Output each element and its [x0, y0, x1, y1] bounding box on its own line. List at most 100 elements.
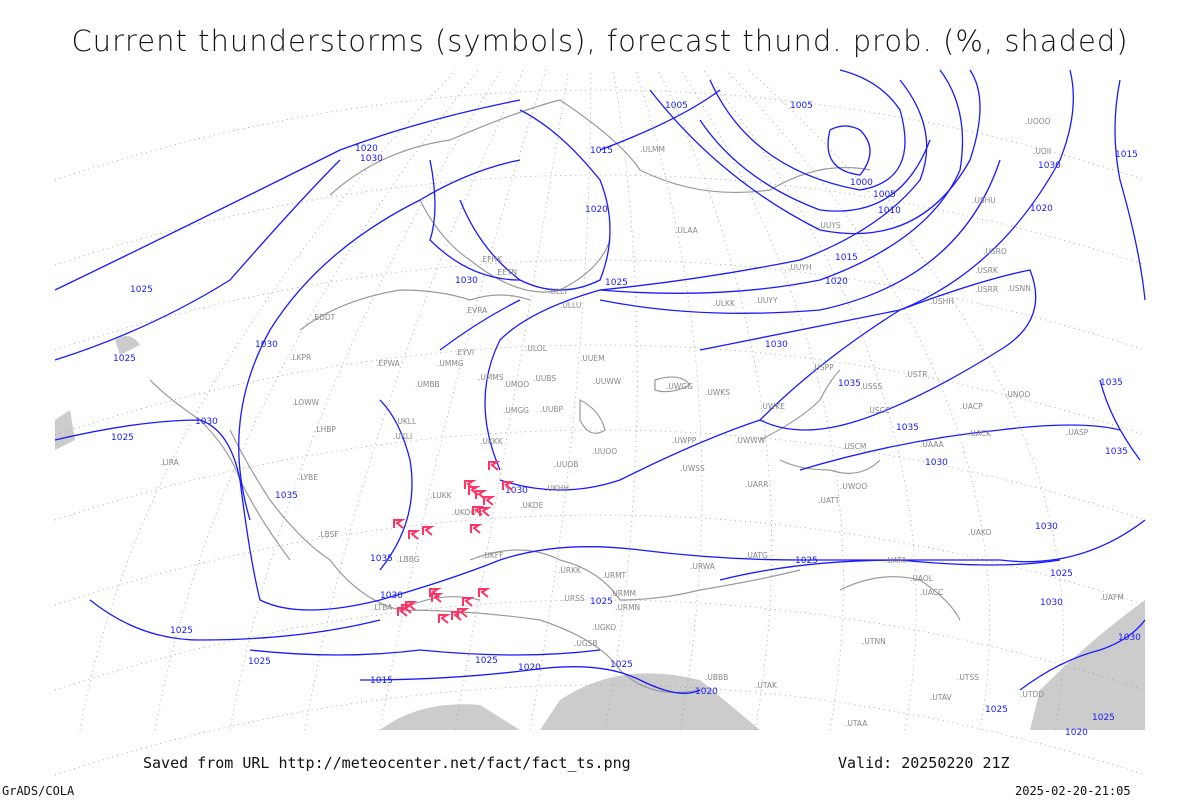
isobar-label: 1025 — [111, 433, 134, 443]
station-label: .UATA — [885, 556, 907, 565]
isobar-label: 1015 — [370, 676, 393, 686]
station-label: .UACC — [920, 588, 943, 597]
thunderstorm-icon — [397, 607, 410, 617]
isobar-label: 1030 — [1035, 522, 1058, 532]
station-label: .UACP — [960, 402, 983, 411]
station-label: .UTDD — [1020, 690, 1044, 699]
software-credit: GrADS/COLA — [2, 784, 75, 798]
station-label: .EVRA — [465, 306, 488, 315]
station-label: .LBSF — [318, 530, 339, 539]
station-label: .UMMG — [437, 359, 464, 368]
station-label: .URKK — [558, 566, 582, 575]
isobar-line — [459, 109, 611, 291]
station-label: .ULLU — [560, 301, 581, 310]
isobar-label: 1025 — [248, 657, 271, 667]
isobar-label: 1020 — [518, 663, 541, 673]
station-label: .UTSS — [957, 673, 979, 682]
isobar-line — [499, 419, 761, 491]
valid-time: Valid: 20250220 21Z — [838, 754, 1010, 772]
station-label: .ULOL — [525, 344, 548, 353]
station-label: .UWWW — [735, 436, 766, 445]
station-label: .USTR — [905, 370, 927, 379]
isobar-label: 1015 — [835, 253, 858, 263]
isobar-label: 1025 — [113, 354, 136, 364]
map-title: Current thunderstorms (symbols), forecas… — [71, 24, 1129, 58]
isobar-line — [649, 69, 981, 235]
isobar-label: 1005 — [790, 101, 813, 111]
isobar-line — [484, 79, 928, 471]
isobar-label: 1035 — [1100, 378, 1123, 388]
station-label: .UGSB — [574, 639, 598, 648]
station-label: .LHBP — [314, 425, 336, 434]
isobar-label: 1005 — [665, 101, 688, 111]
isobar-label: 1035 — [896, 423, 919, 433]
station-label: .EDDT — [312, 313, 336, 322]
station-label: .URSS — [562, 594, 585, 603]
station-label: .UGKO — [592, 623, 616, 632]
station-label: .UWKS — [705, 388, 730, 397]
station-label: .USHH — [930, 297, 954, 306]
thunderstorm-icon — [464, 480, 477, 490]
isobar-line — [439, 299, 521, 351]
shaded-area — [115, 336, 140, 355]
isobar-label: 1035 — [275, 491, 298, 501]
station-label: .UUOO — [592, 447, 617, 456]
isobar-line — [359, 666, 701, 694]
isobar-label: 1015 — [590, 146, 613, 156]
station-label: .UOII — [1033, 147, 1051, 156]
station-label: .UWGG — [666, 382, 693, 391]
isobar-line — [699, 119, 931, 212]
coastline — [579, 399, 606, 434]
thunderstorm-icon — [502, 481, 515, 491]
station-label: .LIRA — [160, 458, 180, 467]
station-label: .ULLI — [548, 287, 566, 296]
isobar-line — [1019, 619, 1146, 691]
isobar-label: 1020 — [585, 205, 608, 215]
coastline — [329, 99, 871, 196]
station-label: .UATG — [745, 551, 768, 560]
isobar-label: 1025 — [795, 556, 818, 566]
coastline — [839, 576, 961, 621]
thunderstorm-icon — [479, 507, 492, 517]
isobar-label: 1030 — [505, 486, 528, 496]
station-label: .UKKK — [480, 437, 504, 446]
station-label: .UKLI — [393, 432, 412, 441]
isobar-line — [1114, 79, 1146, 301]
station-label: .UASP — [1066, 428, 1089, 437]
thunderstorm-icon — [475, 490, 488, 500]
station-label: .UUBS — [533, 374, 556, 383]
probability-shading — [55, 336, 1145, 730]
station-label: .UKDE — [520, 501, 544, 510]
isobar-label: 1030 — [1038, 161, 1061, 171]
isobar-label: 1035 — [838, 379, 861, 389]
isobar-label: 1025 — [1092, 713, 1115, 723]
thunderstorm-icon — [393, 519, 406, 529]
station-label: .EETN — [495, 268, 517, 277]
coastline — [759, 369, 841, 441]
station-label: .USHU — [972, 196, 996, 205]
station-labels: .EDDT .LKPR .EPWA .LOWW .LHBP .LIRA .LYBE .LBSF… — [160, 117, 1124, 728]
isobar-line — [599, 159, 1001, 314]
isobar-line — [379, 399, 413, 571]
isobars: 1020 1025 1030 1020 1025 1030 1025 1035 1030 1030… — [54, 69, 1146, 738]
meridian — [680, 69, 844, 731]
station-label: .USSS — [860, 382, 882, 391]
isobar-label: 1020 — [825, 277, 848, 287]
thunderstorm-icon — [431, 593, 444, 603]
station-label: .URMN — [615, 603, 640, 612]
coastlines-borders — [149, 99, 961, 693]
thunderstorm-icon — [462, 597, 475, 607]
meridian — [304, 69, 524, 731]
isobar-label: 1025 — [130, 285, 153, 295]
station-label: .UMOO — [503, 380, 529, 389]
isobar-label: 1035 — [370, 554, 393, 564]
isobar-label: 1030 — [255, 340, 278, 350]
meridian — [229, 69, 502, 731]
isobar-label: 1030 — [195, 417, 218, 427]
isobar-line — [1099, 379, 1141, 461]
station-label: .URMM — [610, 589, 636, 598]
isobar-label: 1030 — [380, 591, 403, 601]
station-label: .UUOB — [554, 460, 578, 469]
station-label: .UAKO — [968, 528, 992, 537]
isobar-label: 1030 — [455, 276, 478, 286]
